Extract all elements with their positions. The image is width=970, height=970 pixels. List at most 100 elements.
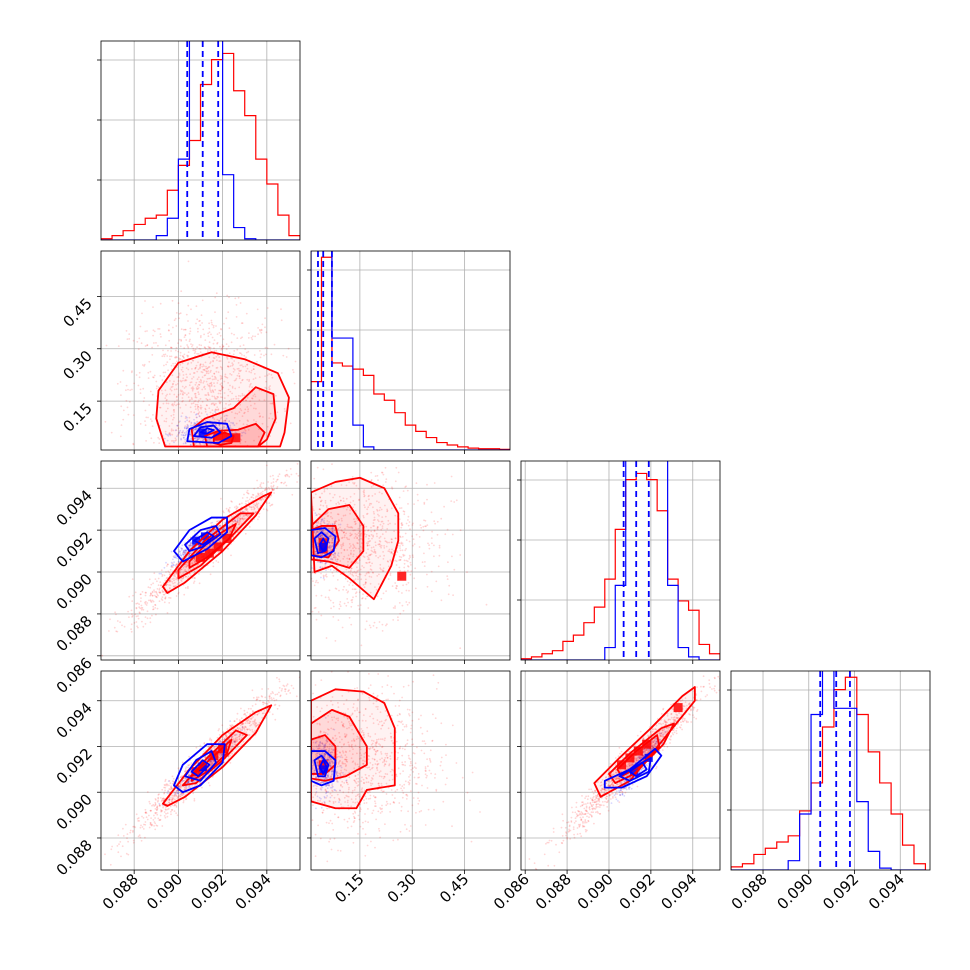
sample-point <box>206 370 209 373</box>
sample-point <box>137 820 140 822</box>
sample-point <box>177 561 180 564</box>
sample-point <box>321 518 324 521</box>
sample-point <box>183 779 186 782</box>
sample-point <box>351 573 354 576</box>
sample-point <box>255 725 258 728</box>
sample-point <box>166 589 169 592</box>
sample-point <box>207 370 210 372</box>
sample-point <box>214 528 217 530</box>
sample-point <box>105 344 108 347</box>
sample-point <box>434 522 436 525</box>
sample-point <box>435 580 438 583</box>
sample-point <box>247 337 250 339</box>
sample-point <box>224 527 227 530</box>
sample-point <box>328 535 331 537</box>
sample-point <box>345 484 348 487</box>
sample-point <box>115 613 117 616</box>
sample-point <box>241 379 244 382</box>
sample-point <box>179 574 181 577</box>
sample-point <box>157 584 160 587</box>
sample-point <box>245 507 247 510</box>
sample-point <box>210 391 213 394</box>
sample-point <box>168 571 171 574</box>
sample-point <box>224 373 227 376</box>
sample-point <box>252 497 255 499</box>
sample-point <box>340 544 342 546</box>
sample-point <box>261 695 264 698</box>
sample-point <box>422 529 425 532</box>
sample-point <box>385 590 387 592</box>
sample-point <box>189 552 192 554</box>
sample-point <box>207 332 210 335</box>
sample-point <box>273 699 276 702</box>
sample-point <box>164 344 167 347</box>
sample-point <box>320 534 323 537</box>
sample-point <box>353 518 355 520</box>
sample-point <box>382 592 385 595</box>
sample-point <box>247 350 250 353</box>
sample-point <box>221 347 224 350</box>
sample-point <box>252 365 255 367</box>
sample-point <box>247 500 249 502</box>
sample-point <box>356 566 358 569</box>
sample-point <box>203 742 206 744</box>
sample-point <box>168 425 171 427</box>
sample-point <box>320 523 322 526</box>
sample-point <box>264 375 266 377</box>
sample-point <box>324 596 327 599</box>
sample-point <box>130 609 133 612</box>
sample-point <box>184 328 187 331</box>
sample-point <box>269 402 272 405</box>
sample-point <box>347 601 349 604</box>
sample-point <box>206 367 209 369</box>
sample-point <box>119 435 122 438</box>
sample-point <box>242 515 245 517</box>
sample-point <box>337 501 340 504</box>
sample-point <box>317 542 320 544</box>
sample-point <box>394 537 397 540</box>
sample-point <box>387 519 390 522</box>
sample-point <box>260 331 263 334</box>
sample-point <box>231 724 233 726</box>
sample-point <box>402 609 405 612</box>
sample-point <box>177 579 180 582</box>
sample-point <box>231 411 233 413</box>
sample-point <box>171 775 174 778</box>
sample-point <box>354 510 357 512</box>
sample-point <box>261 498 263 500</box>
sample-point <box>431 530 433 533</box>
sample-point <box>198 437 201 440</box>
sample-point <box>127 413 130 416</box>
sample-point <box>191 544 194 547</box>
sample-point <box>227 509 230 512</box>
sample-point <box>180 785 183 788</box>
sample-point <box>192 359 195 362</box>
sample-point <box>366 512 369 515</box>
sample-point <box>382 551 384 553</box>
sample-point <box>266 347 269 349</box>
sample-point <box>378 573 380 576</box>
sample-point <box>440 517 443 520</box>
sample-point <box>422 525 425 528</box>
sample-point <box>398 496 401 499</box>
sample-point <box>203 368 206 371</box>
sample-point <box>163 566 166 569</box>
sample-point <box>243 514 246 517</box>
sample-point <box>149 594 152 597</box>
sample-point <box>166 399 168 401</box>
sample-point <box>150 593 152 596</box>
sample-point <box>347 564 349 566</box>
sample-point <box>183 593 186 596</box>
sample-point <box>360 549 362 552</box>
sample-point <box>190 422 193 425</box>
sample-point <box>321 519 323 522</box>
sample-point <box>210 382 212 385</box>
sample-point <box>346 538 349 540</box>
sample-point <box>358 488 360 490</box>
sample-point <box>207 429 210 432</box>
sample-point <box>137 615 139 617</box>
sample-point <box>264 346 267 349</box>
sample-point <box>394 480 397 483</box>
sample-point <box>319 508 321 511</box>
blue-contour <box>318 537 328 552</box>
